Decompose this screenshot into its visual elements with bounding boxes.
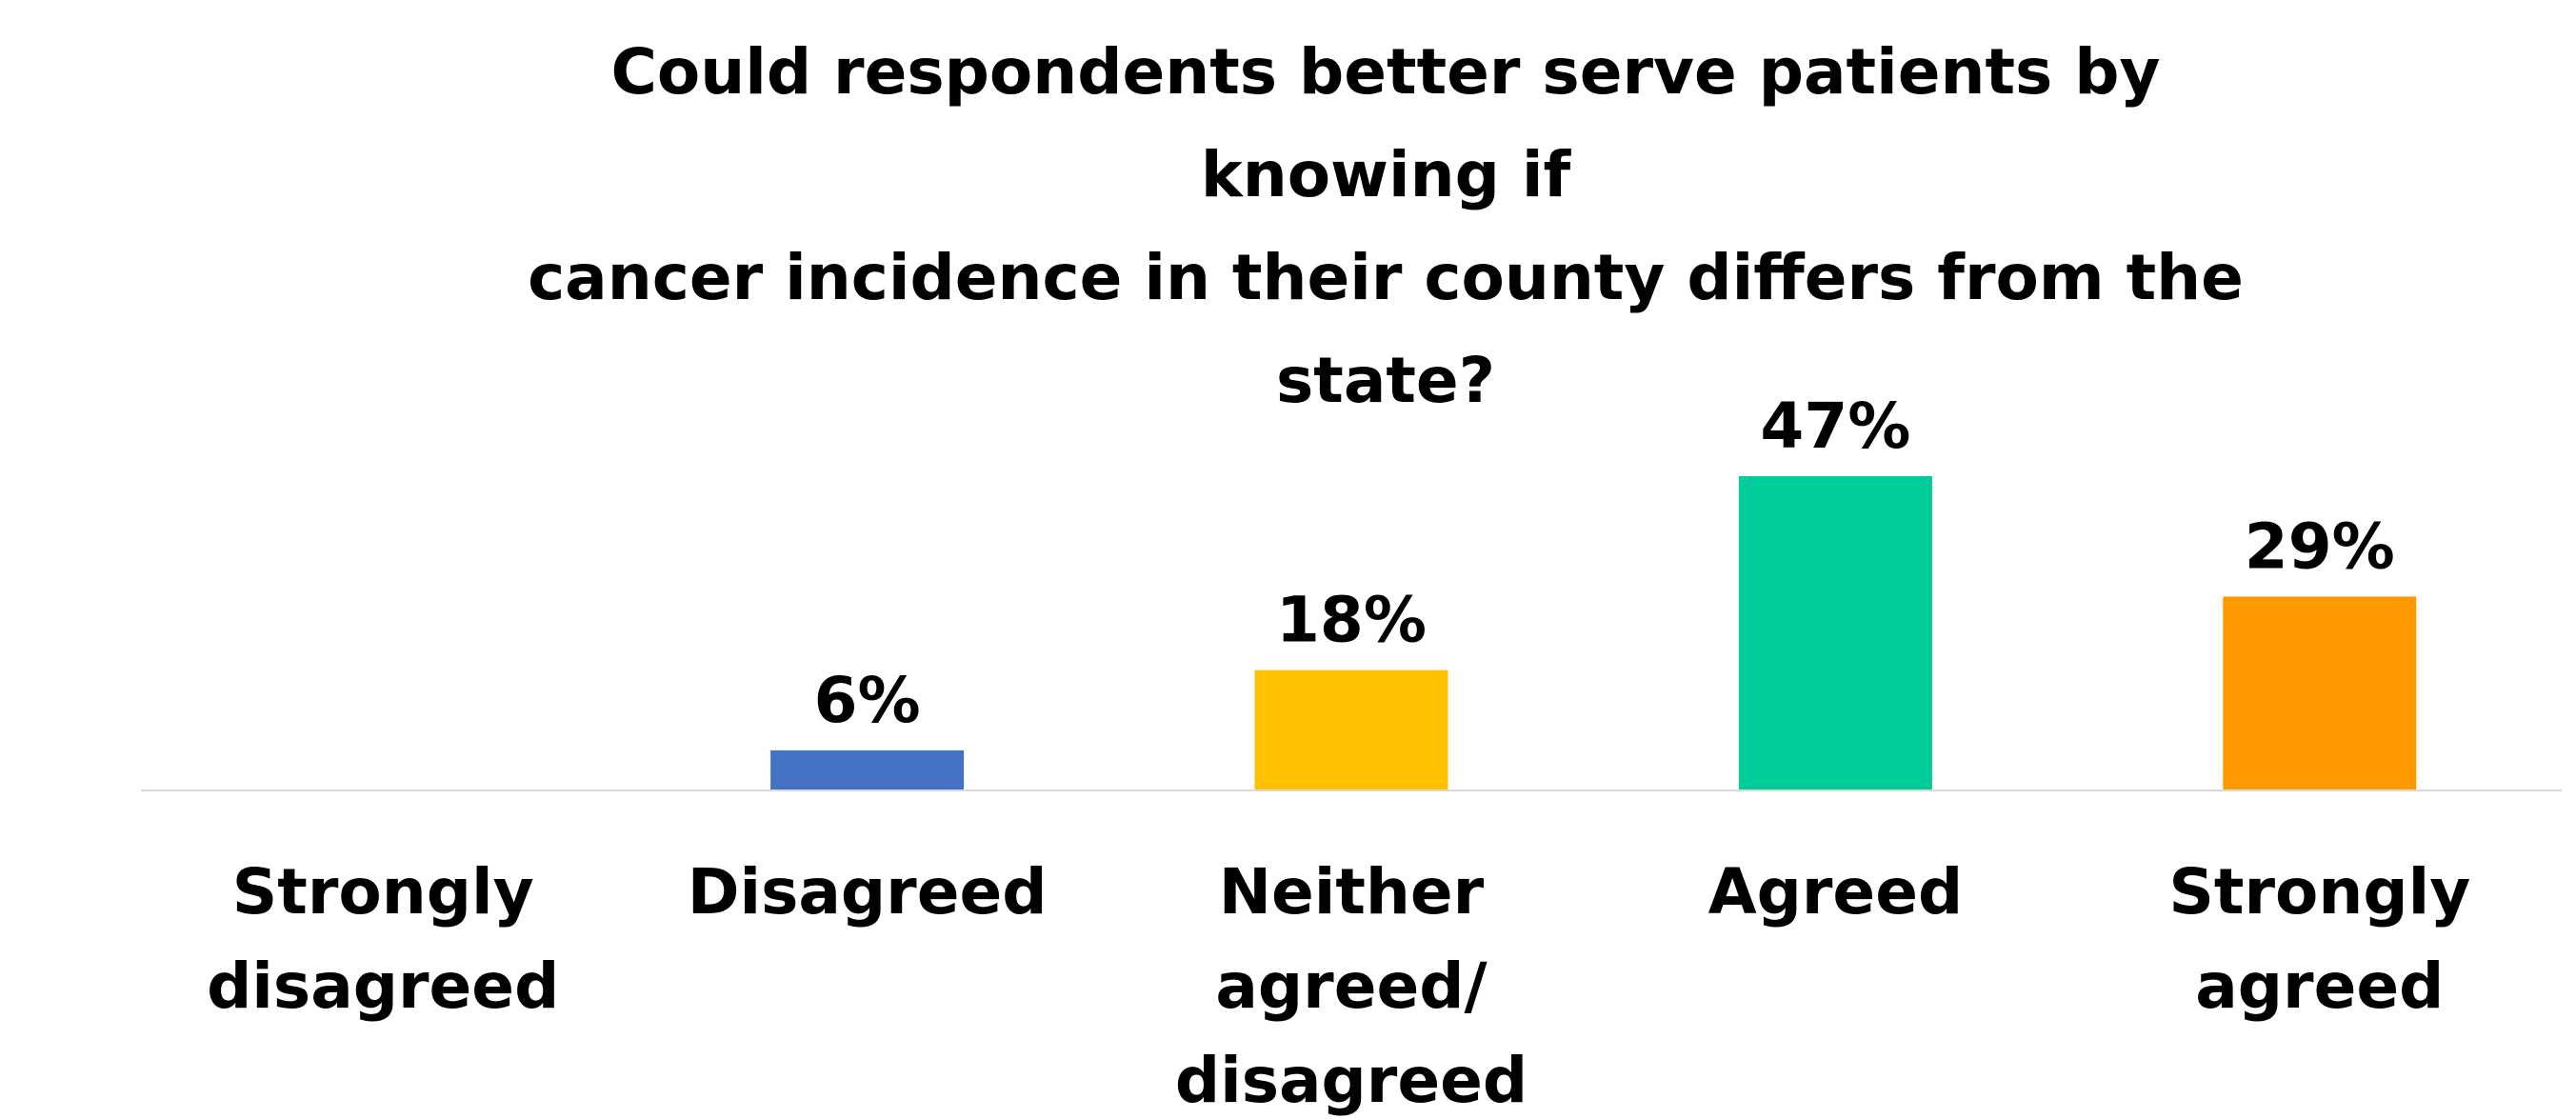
- category-label-2: Neither agreed/disagreed: [1175, 855, 1528, 1117]
- category-label-0: Strongly disagreed: [207, 855, 559, 1023]
- data-label-1: 6%: [814, 664, 921, 737]
- category-label-0-line-1: disagreed: [207, 949, 559, 1023]
- data-label-3: 47%: [1760, 390, 1910, 463]
- bar-2: [1254, 669, 1448, 790]
- chart-title: Could respondents better serve patients …: [495, 21, 2276, 432]
- bar-4: [2223, 596, 2417, 790]
- chart-title-line-1: Could respondents better serve patients …: [610, 35, 2161, 211]
- category-label-1: Disagreed: [688, 855, 1048, 929]
- category-label-2-line-0: Neither: [1219, 855, 1485, 929]
- chart-title-line-2: cancer incidence in their county differs…: [528, 241, 2244, 417]
- category-label-2-line-2: disagreed: [1175, 1044, 1528, 1117]
- category-label-3: Agreed: [1708, 855, 1964, 929]
- category-label-4: Strongly agreed: [2168, 855, 2470, 1023]
- category-label-2-line-1: agreed/: [1215, 949, 1488, 1023]
- category-label-1-line-0: Disagreed: [688, 855, 1048, 929]
- category-label-4-line-0: Strongly: [2168, 855, 2470, 929]
- bar-1: [770, 749, 965, 790]
- category-label-3-line-0: Agreed: [1708, 855, 1964, 929]
- data-label-4: 29%: [2245, 510, 2395, 583]
- bar-3: [1738, 476, 1932, 790]
- category-label-0-line-0: Strongly: [232, 855, 534, 929]
- category-label-4-line-1: agreed: [2195, 949, 2444, 1023]
- data-label-2: 18%: [1276, 584, 1427, 657]
